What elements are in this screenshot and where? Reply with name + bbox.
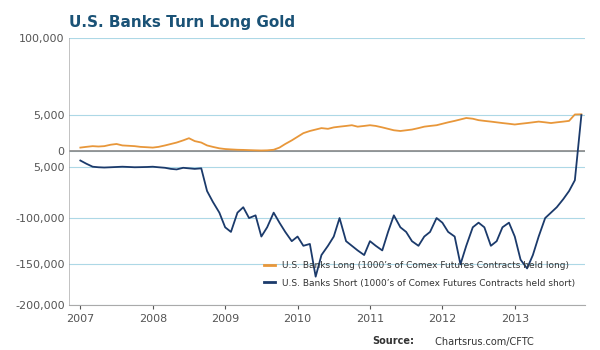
Legend: U.S. Banks Long (1000’s of Comex Futures Contracts held long), U.S. Banks Short : U.S. Banks Long (1000’s of Comex Futures… <box>264 261 575 288</box>
Text: Source:: Source: <box>372 336 414 346</box>
Text: Chartsrus.com/CFTC: Chartsrus.com/CFTC <box>432 336 534 346</box>
Text: U.S. Banks Turn Long Gold: U.S. Banks Turn Long Gold <box>70 15 296 30</box>
